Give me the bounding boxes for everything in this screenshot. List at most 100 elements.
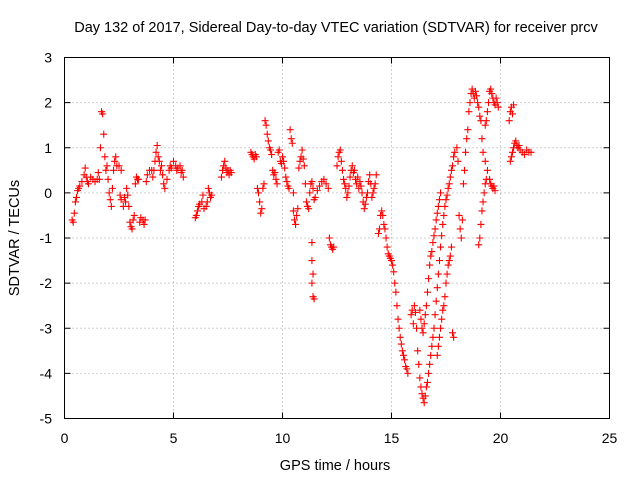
data-point [122, 198, 130, 206]
data-point [432, 216, 440, 224]
data-point [140, 220, 148, 228]
data-point [149, 173, 157, 181]
data-point [153, 141, 161, 149]
data-point [403, 365, 411, 373]
data-point [404, 369, 412, 377]
data-point [252, 153, 260, 161]
data-point [441, 202, 449, 210]
data-point [357, 182, 365, 190]
data-point [311, 193, 319, 201]
data-point [221, 157, 229, 165]
data-point [388, 257, 395, 265]
data-point [262, 121, 270, 129]
data-point [81, 164, 89, 172]
grid-lines [64, 57, 610, 419]
data-point [483, 108, 491, 116]
data-point [487, 85, 495, 93]
data-point [446, 252, 454, 260]
data-point [439, 306, 447, 314]
y-tick-label: -1 [40, 230, 53, 246]
data-point [433, 209, 441, 217]
data-point [425, 369, 433, 377]
x-tick-label: 25 [602, 430, 618, 446]
data-point [395, 324, 403, 332]
data-point [179, 173, 187, 181]
data-point [354, 173, 362, 181]
data-point [410, 302, 418, 310]
data-point [420, 399, 428, 407]
data-point [305, 205, 313, 213]
data-point [128, 225, 136, 233]
data-point [107, 202, 115, 210]
data-point [466, 99, 474, 107]
data-point [416, 306, 424, 314]
data-point [491, 187, 499, 195]
data-point [416, 374, 424, 382]
data-point [84, 180, 92, 188]
data-point [459, 180, 467, 188]
data-point [378, 207, 386, 215]
data-point [288, 139, 296, 147]
data-point [199, 191, 207, 199]
data-point [475, 103, 483, 111]
data-point [204, 184, 212, 192]
data-point [456, 225, 464, 233]
data-point [293, 211, 301, 219]
data-point [488, 90, 496, 98]
data-point [454, 157, 462, 165]
data-point [158, 162, 166, 170]
data-point [453, 144, 461, 152]
y-tick-label: 2 [44, 95, 52, 111]
data-point [117, 166, 125, 174]
data-point [116, 191, 124, 199]
data-point [419, 329, 427, 337]
data-point [508, 110, 516, 118]
data-point [508, 148, 516, 156]
data-point [393, 302, 401, 310]
data-point [193, 207, 201, 215]
data-point [435, 196, 443, 204]
data-point [450, 153, 458, 161]
data-point [341, 180, 349, 188]
data-point [280, 157, 288, 165]
data-point [480, 189, 488, 197]
data-point [479, 148, 487, 156]
data-point [394, 315, 402, 323]
data-point [203, 198, 211, 206]
data-point [154, 153, 162, 161]
y-tick-label: 3 [44, 50, 52, 66]
data-point [392, 288, 400, 296]
data-point [369, 189, 377, 197]
data-point [505, 117, 513, 125]
data-point [261, 117, 269, 125]
data-point [281, 164, 289, 172]
data-point [440, 302, 448, 310]
data-point [308, 257, 316, 265]
data-point [443, 270, 451, 278]
data-point [101, 153, 109, 161]
data-point [322, 180, 330, 188]
data-point [441, 293, 449, 301]
data-point [479, 198, 487, 206]
data-point [447, 166, 455, 174]
data-point [289, 189, 297, 197]
data-point [428, 342, 436, 350]
data-point [465, 108, 473, 116]
data-point [432, 297, 440, 305]
data-point [512, 137, 520, 145]
data-point [106, 196, 114, 204]
data-point [348, 162, 356, 170]
data-point [124, 191, 132, 199]
data-point [129, 216, 137, 224]
data-point [306, 189, 314, 197]
data-point [366, 171, 374, 179]
data-point [442, 196, 450, 204]
data-point [527, 148, 535, 156]
data-point [258, 205, 266, 213]
data-point [423, 288, 431, 296]
data-point [333, 162, 341, 170]
data-point [283, 178, 291, 186]
data-point [104, 175, 112, 183]
data-point [267, 146, 275, 154]
chart-title: Day 132 of 2017, Sidereal Day-to-day VTE… [74, 20, 598, 36]
